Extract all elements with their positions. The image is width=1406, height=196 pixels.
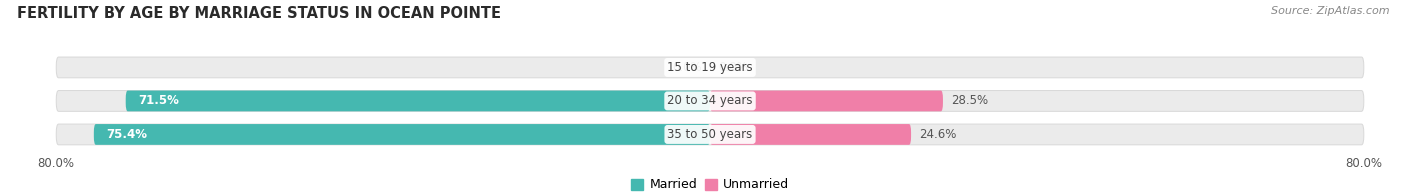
Legend: Married, Unmarried: Married, Unmarried (626, 173, 794, 196)
Text: 0.0%: 0.0% (718, 61, 748, 74)
Text: 28.5%: 28.5% (950, 94, 988, 107)
Text: 0.0%: 0.0% (672, 61, 702, 74)
FancyBboxPatch shape (56, 57, 1364, 78)
FancyBboxPatch shape (94, 124, 710, 145)
Text: 35 to 50 years: 35 to 50 years (668, 128, 752, 141)
FancyBboxPatch shape (710, 91, 943, 111)
Text: 71.5%: 71.5% (138, 94, 179, 107)
Text: FERTILITY BY AGE BY MARRIAGE STATUS IN OCEAN POINTE: FERTILITY BY AGE BY MARRIAGE STATUS IN O… (17, 6, 501, 21)
FancyBboxPatch shape (125, 91, 710, 111)
Text: 24.6%: 24.6% (920, 128, 956, 141)
Text: Source: ZipAtlas.com: Source: ZipAtlas.com (1271, 6, 1389, 16)
Text: 15 to 19 years: 15 to 19 years (668, 61, 752, 74)
FancyBboxPatch shape (710, 124, 911, 145)
Text: 20 to 34 years: 20 to 34 years (668, 94, 752, 107)
FancyBboxPatch shape (56, 91, 1364, 111)
FancyBboxPatch shape (56, 124, 1364, 145)
Text: 75.4%: 75.4% (105, 128, 148, 141)
